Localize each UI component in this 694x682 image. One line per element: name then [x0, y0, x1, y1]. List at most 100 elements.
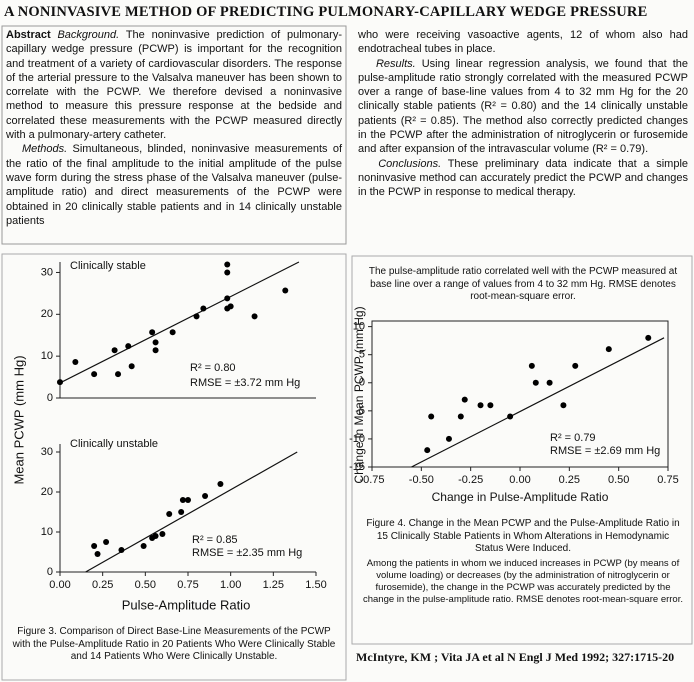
- y-tick-label: 20: [41, 308, 53, 320]
- x-tick-label: 0.00: [509, 474, 530, 486]
- data-point: [159, 531, 166, 537]
- data-point: [140, 543, 147, 549]
- fit-line: [411, 337, 665, 468]
- x-axis-label: Pulse-Amplitude Ratio: [122, 597, 251, 612]
- title: A NONINVASIVE METHOD OF PREDICTING PULMO…: [4, 4, 648, 20]
- y-tick-label: 0: [47, 566, 53, 578]
- panel-label: Clinically unstable: [70, 438, 158, 450]
- data-point: [72, 359, 79, 366]
- data-point: [572, 362, 579, 369]
- data-point: [179, 497, 186, 503]
- data-point: [115, 371, 122, 378]
- data-point: [282, 287, 289, 294]
- data-point: [185, 497, 191, 503]
- background: The noninvasive prediction of pulmonary-…: [6, 29, 343, 142]
- x-tick-label: 0.50: [608, 474, 629, 486]
- x-tick-label: 0.00: [49, 579, 70, 591]
- data-point: [149, 329, 156, 336]
- y-tick-label: 10: [41, 526, 53, 538]
- data-point: [645, 334, 652, 341]
- data-point: [227, 303, 234, 310]
- data-point: [251, 313, 258, 320]
- data-point: [445, 435, 452, 442]
- data-point: [152, 533, 159, 539]
- x-tick-label: 0.50: [135, 579, 156, 591]
- data-point: [560, 402, 567, 409]
- data-point: [605, 346, 612, 353]
- data-point: [152, 347, 159, 354]
- methods-end: who were receiving vasoactive agents, 12…: [358, 29, 688, 56]
- data-point: [94, 551, 101, 557]
- figure4-note-top: The pulse-amplitude ratio correlated wel…: [368, 266, 678, 302]
- data-point: [200, 305, 207, 312]
- x-tick-label: 0.25: [559, 474, 580, 486]
- conclusions: These preliminary data indicate that a s…: [358, 157, 689, 199]
- rmse: RMSE = ±3.72 mm Hg: [190, 377, 300, 389]
- data-point: [103, 539, 110, 545]
- data-point: [91, 543, 98, 549]
- data-point: [217, 481, 224, 487]
- methods-label: Methods.: [21, 143, 68, 156]
- x-tick-label: 0.75: [177, 579, 198, 591]
- x-tick-label: 0.75: [657, 474, 678, 486]
- data-point: [224, 269, 231, 276]
- data-point: [125, 343, 132, 350]
- data-point: [111, 347, 118, 354]
- abstract-frame: [1, 25, 347, 245]
- methods: Simultaneous, blinded, noninvasive measu…: [6, 143, 342, 227]
- figure4-caption: Figure 4. Change in the Mean PCWP and th…: [366, 518, 680, 554]
- r-squared: R² = 0.85: [192, 534, 238, 546]
- abstract-left: Abstract Background. The noninvasive pre…: [6, 28, 342, 228]
- x-tick-label: 1.50: [305, 579, 326, 591]
- data-point: [507, 413, 514, 420]
- y-tick-label: 10: [353, 321, 365, 333]
- data-point: [532, 379, 539, 386]
- data-point: [178, 509, 185, 515]
- results: Using linear regression analysis, we fou…: [358, 57, 688, 156]
- data-point: [169, 329, 176, 336]
- data-point: [457, 413, 464, 420]
- x-tick-label: -0.25: [458, 474, 483, 486]
- data-point: [428, 413, 435, 420]
- data-point: [224, 261, 231, 268]
- y-tick-label: -5: [355, 405, 365, 417]
- data-point: [91, 371, 98, 378]
- rmse: RMSE = ±2.69 mm Hg: [550, 445, 660, 457]
- abstract-right: who were receiving vasoactive agents, 12…: [358, 28, 688, 200]
- fit-line: [59, 261, 300, 384]
- data-point: [477, 402, 484, 409]
- y-tick-label: -15: [349, 461, 365, 473]
- data-point: [528, 362, 535, 369]
- data-point: [152, 339, 159, 346]
- x-axis-label: Change in Pulse-Amplitude Ratio: [432, 490, 609, 504]
- data-point: [57, 379, 63, 386]
- figure4-frame: [351, 255, 693, 645]
- y-tick-label: -10: [349, 433, 365, 445]
- y-tick-label: 30: [41, 266, 53, 278]
- y-tick-label: 0: [47, 392, 53, 404]
- y-tick-label: 30: [41, 446, 53, 458]
- data-point: [118, 547, 125, 553]
- x-tick-label: 1.25: [263, 579, 284, 591]
- conclusions-label: Conclusions.: [378, 157, 442, 170]
- y-axis-label: Change in Mean PCWP (mm Hg): [352, 306, 366, 483]
- y-axis-label: Mean PCWP (mm Hg): [11, 355, 26, 484]
- r-squared: R² = 0.80: [190, 362, 236, 374]
- citation: McIntyre, KM ; Vita JA et al N Engl J Me…: [356, 650, 675, 664]
- data-point: [166, 511, 173, 517]
- data-point: [224, 295, 231, 302]
- data-point: [202, 493, 209, 499]
- data-point: [487, 402, 494, 409]
- y-tick-label: 10: [41, 350, 53, 362]
- results-label: Results.: [375, 57, 416, 70]
- y-tick-label: 0: [359, 377, 365, 389]
- figure4-note: Among the patients in whom we induced in…: [362, 558, 683, 605]
- panel-label: Clinically stable: [70, 260, 146, 272]
- figure3-caption: Figure 3. Comparison of Direct Base-Line…: [12, 626, 336, 662]
- abstract-label: Abstract: [6, 29, 51, 41]
- data-point: [546, 379, 553, 386]
- data-point: [128, 363, 135, 370]
- x-tick-label: 1.00: [220, 579, 241, 591]
